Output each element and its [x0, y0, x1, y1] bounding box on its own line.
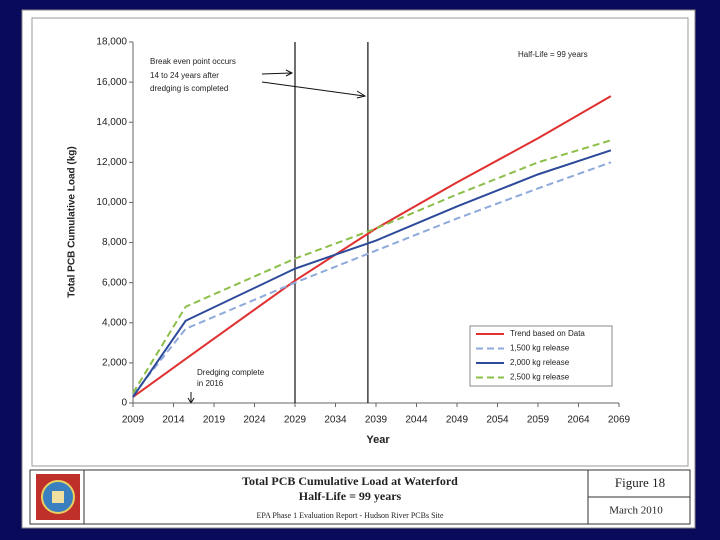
annotation: Half-Life = 99 years: [518, 50, 588, 59]
annotation: Dredging complete: [197, 368, 265, 377]
y-axis-label: Total PCB Cumulative Load (kg): [67, 146, 78, 298]
series-line: [132, 161, 612, 396]
x-tick-label: 2039: [365, 415, 388, 426]
annotation: 14 to 24 years after: [150, 71, 219, 80]
x-tick-label: 2044: [405, 415, 428, 426]
legend-box: [469, 325, 613, 387]
y-tick-label: 6,000: [102, 277, 127, 288]
x-tick-label: 2054: [486, 415, 509, 426]
legend-label: 1,500 kg release: [510, 344, 570, 353]
x-tick-label: 2069: [608, 415, 631, 426]
footer-date: March 2010: [609, 505, 663, 517]
series-line: [132, 139, 612, 394]
y-tick-label: 18,000: [96, 37, 127, 48]
logo: [36, 474, 80, 520]
legend-label: 2,500 kg release: [510, 373, 570, 382]
y-tick-label: 12,000: [96, 157, 127, 168]
annotation: Break even point occurs: [150, 57, 236, 66]
x-tick-label: 2029: [284, 415, 307, 426]
x-tick-label: 2009: [122, 415, 145, 426]
series-line: [132, 95, 612, 398]
footer-box: [29, 469, 691, 525]
footer-title: Total PCB Cumulative Load at Waterford: [242, 474, 458, 488]
annotation: in 2016: [197, 379, 224, 388]
figure-number: Figure 18: [615, 475, 665, 490]
x-tick-label: 2014: [162, 415, 185, 426]
annotation: dredging is completed: [150, 84, 228, 93]
y-tick-label: 4,000: [102, 317, 127, 328]
legend-label: Trend based on Data: [510, 329, 585, 338]
y-tick-label: 16,000: [96, 77, 127, 88]
legend-label: 2,000 kg release: [510, 358, 570, 367]
y-tick-label: 2,000: [102, 358, 127, 369]
chart-frame: [31, 17, 689, 467]
x-tick-label: 2034: [324, 415, 347, 426]
series-line: [132, 149, 612, 398]
y-tick-label: 8,000: [102, 237, 127, 248]
x-tick-label: 2049: [446, 415, 469, 426]
y-tick-label: 10,000: [96, 197, 127, 208]
y-tick-label: 14,000: [96, 117, 127, 128]
footer-subtitle: Half-Life = 99 years: [299, 489, 402, 503]
x-axis-label: Year: [366, 434, 390, 446]
plot: 0 2,000 4,000 6,000 8,000 10,000 12,000 14,000 1…: [96, 37, 630, 426]
x-tick-label: 2059: [527, 415, 550, 426]
x-tick-label: 2024: [243, 415, 266, 426]
x-tick-label: 2019: [203, 415, 226, 426]
y-tick-label: 0: [121, 398, 127, 409]
x-tick-label: 2064: [567, 415, 590, 426]
footer-source: EPA Phase 1 Evaluation Report - Hudson R…: [256, 511, 443, 520]
